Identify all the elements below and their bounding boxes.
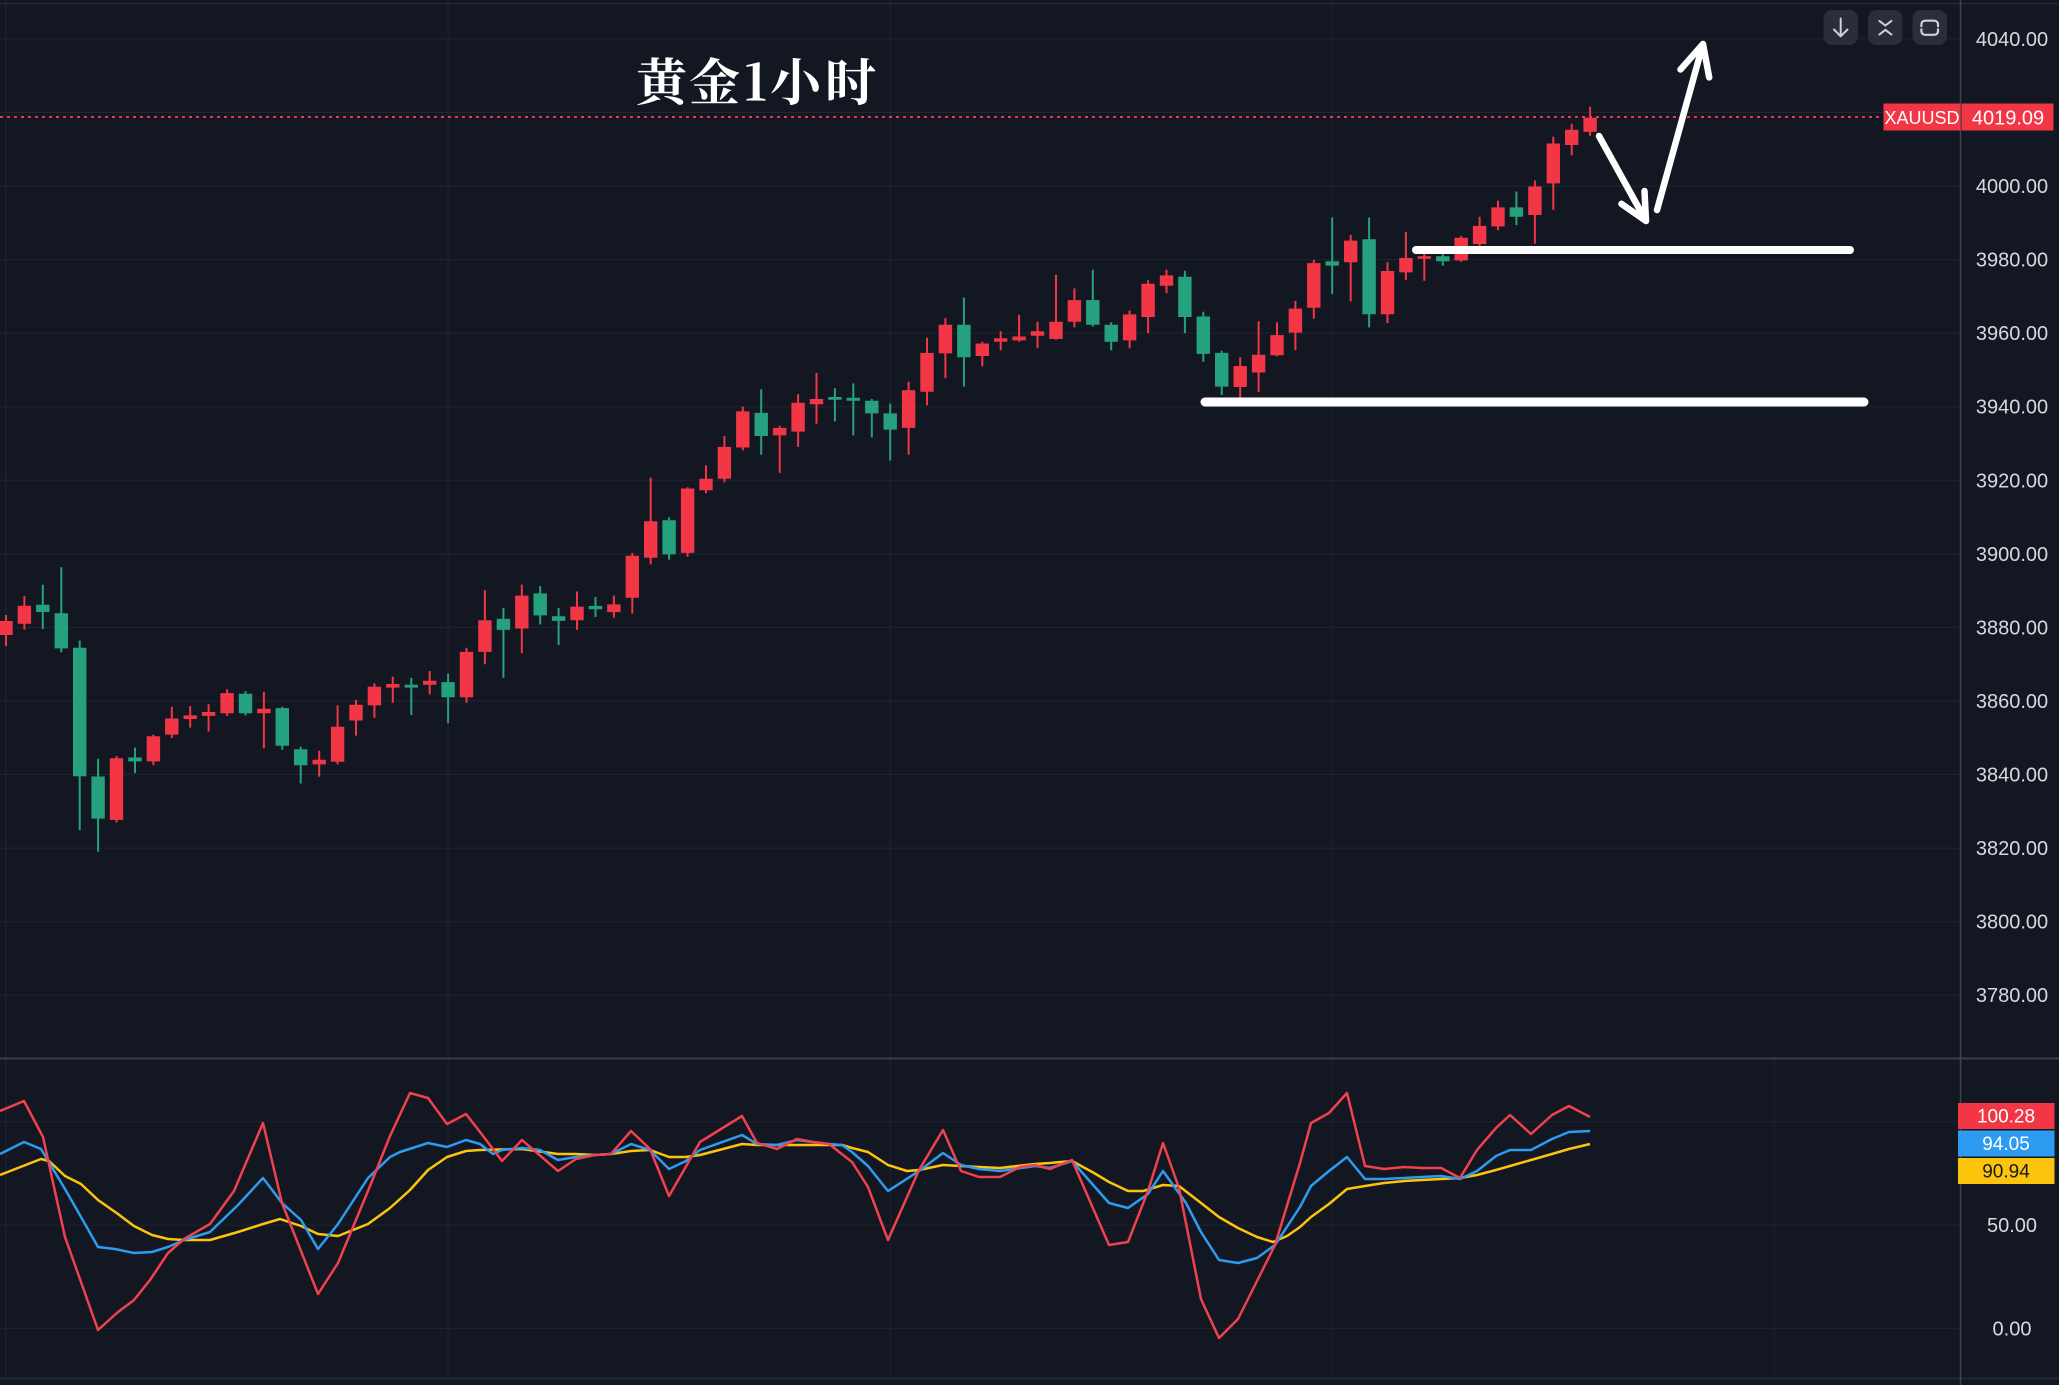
svg-text:4040.00: 4040.00	[1976, 29, 2048, 51]
svg-text:3940.00: 3940.00	[1976, 397, 2048, 419]
svg-text:3960.00: 3960.00	[1976, 323, 2048, 345]
svg-text:90.94: 90.94	[1982, 1162, 2030, 1183]
svg-text:XAUUSD: XAUUSD	[1884, 108, 1959, 128]
svg-text:4019.09: 4019.09	[1972, 108, 2044, 130]
svg-text:94.05: 94.05	[1982, 1134, 2030, 1155]
svg-text:3980.00: 3980.00	[1976, 250, 2048, 272]
svg-text:3920.00: 3920.00	[1976, 470, 2048, 492]
svg-text:4000.00: 4000.00	[1976, 176, 2048, 198]
svg-text:0.00: 0.00	[1993, 1319, 2032, 1341]
svg-text:3880.00: 3880.00	[1976, 617, 2048, 639]
svg-text:3900.00: 3900.00	[1976, 544, 2048, 566]
svg-text:3800.00: 3800.00	[1976, 912, 2048, 934]
svg-text:3780.00: 3780.00	[1976, 985, 2048, 1007]
svg-text:3820.00: 3820.00	[1976, 838, 2048, 860]
svg-text:3840.00: 3840.00	[1976, 765, 2048, 787]
svg-text:50.00: 50.00	[1987, 1215, 2037, 1237]
svg-text:100.28: 100.28	[1977, 1107, 2035, 1128]
svg-text:3860.00: 3860.00	[1976, 691, 2048, 713]
